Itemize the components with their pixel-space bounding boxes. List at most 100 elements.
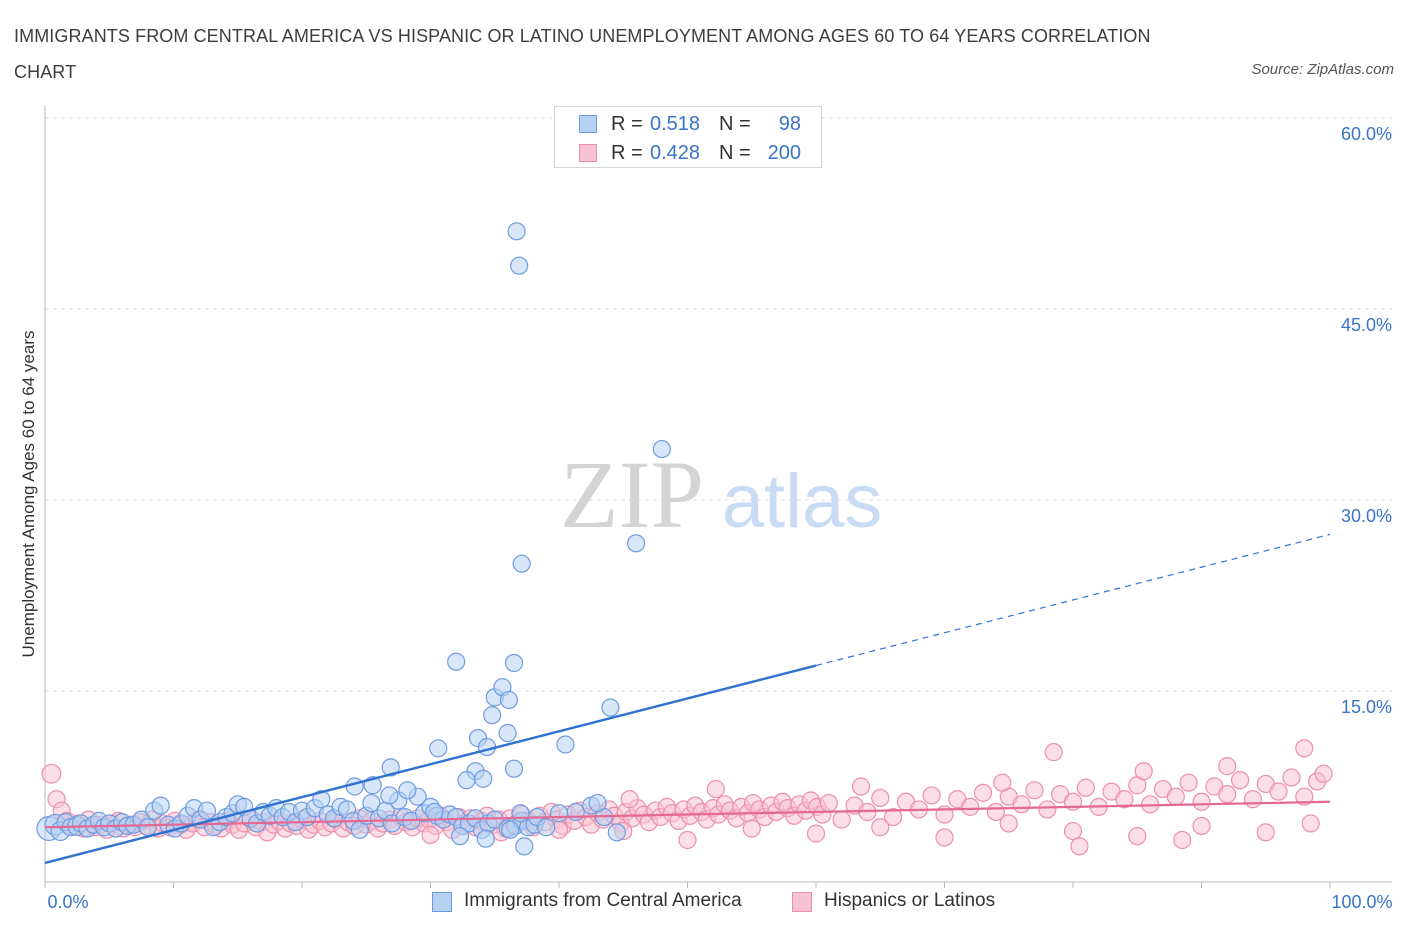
central-america-point <box>626 534 646 553</box>
hispanics-point <box>1301 814 1320 833</box>
hispanics-point <box>973 783 993 802</box>
hispanics-point <box>1269 782 1288 801</box>
hispanics-point <box>1038 800 1057 819</box>
central-america-point <box>450 827 470 846</box>
hispanics-point <box>1025 781 1044 800</box>
central-america-point <box>380 786 399 805</box>
hispanics-point <box>1192 792 1211 811</box>
central-america-point <box>498 723 517 743</box>
hispanics-point <box>1282 768 1301 787</box>
series-central-america-points <box>36 222 671 856</box>
central-america-point <box>504 759 524 778</box>
y-tick-label: 30.0% <box>1341 506 1392 526</box>
hispanics-point <box>1295 739 1314 758</box>
x-tick-label-min: 0.0% <box>47 892 88 912</box>
hispanics-point <box>1076 778 1095 797</box>
central-america-point <box>429 739 448 758</box>
central-america-point <box>607 823 626 842</box>
legend-swatch-pink <box>792 892 812 912</box>
hispanics-point <box>1243 790 1263 809</box>
hispanics-point <box>806 824 826 843</box>
hispanics-point <box>1295 787 1314 806</box>
chart-title: IMMIGRANTS FROM CENTRAL AMERICA VS HISPA… <box>14 26 1151 82</box>
hispanics-point <box>1012 795 1031 814</box>
hispanics-point <box>922 786 941 805</box>
central-america-point <box>510 256 529 275</box>
central-america-point <box>151 796 170 815</box>
central-america-point <box>652 439 671 459</box>
y-tick-label: 60.0% <box>1341 124 1392 144</box>
hispanics-point <box>1063 821 1083 841</box>
y-tick-label: 15.0% <box>1341 697 1392 717</box>
central-america-point <box>588 793 607 813</box>
hispanics-point <box>1044 743 1063 762</box>
central-america-point <box>601 698 620 717</box>
hispanics-point <box>819 793 838 813</box>
hispanics-point <box>620 790 639 809</box>
central-america-point <box>512 554 531 573</box>
source-label: Source: ZipAtlas.com <box>1251 61 1394 78</box>
y-tick-labels: 15.0% 30.0% 45.0% 60.0% <box>1341 124 1392 717</box>
hispanics-point <box>1192 816 1211 836</box>
trend-line-hispanics <box>44 800 1331 829</box>
axes <box>44 105 1392 888</box>
y-axis-title: Unemployment Among Ages 60 to 64 years <box>19 331 38 658</box>
hispanics-point <box>706 779 725 799</box>
hispanics-point <box>1314 764 1333 783</box>
watermark-zip: ZIP <box>560 441 704 548</box>
central-america-point <box>457 771 476 790</box>
central-america-point <box>398 781 417 800</box>
hispanics-point <box>851 777 871 796</box>
hispanics-point <box>1070 837 1089 856</box>
hispanics-point <box>871 818 890 837</box>
central-america-point <box>485 810 504 829</box>
legend-swatch-blue <box>579 115 597 133</box>
hispanics-point <box>832 810 851 829</box>
hispanics-point <box>1115 790 1134 809</box>
central-america-point <box>537 818 556 837</box>
central-america-point <box>504 653 524 673</box>
watermark-atlas: atlas <box>722 459 883 544</box>
grid-lines <box>45 117 1392 692</box>
trend-line-central-america-extension <box>815 533 1331 667</box>
hispanics-point <box>871 788 890 808</box>
central-america-point <box>515 837 534 856</box>
central-america-point <box>138 818 157 837</box>
watermark: ZIP atlas <box>560 441 882 548</box>
hispanics-point <box>961 797 980 816</box>
hispanics-point <box>1218 785 1237 804</box>
hispanics-point <box>678 830 697 850</box>
central-america-point <box>549 804 569 823</box>
central-america-point <box>499 690 518 710</box>
x-tick-label-max: 100.0% <box>1331 892 1392 912</box>
central-america-point <box>483 706 502 725</box>
hispanics-point <box>1134 762 1153 781</box>
hispanics-point <box>993 773 1012 792</box>
central-america-point <box>556 735 575 754</box>
correlation-legend: R = 0.518 N = 98 R = 0.428 N = 200 <box>554 106 822 168</box>
legend-swatch-blue <box>432 892 452 912</box>
hispanics-point <box>1218 757 1237 776</box>
central-america-point <box>447 652 466 671</box>
hispanics-point <box>1179 773 1198 792</box>
hispanics-point <box>742 819 761 838</box>
central-america-point <box>474 769 493 788</box>
central-america-point <box>501 820 520 839</box>
hispanics-point <box>41 763 62 784</box>
central-america-point <box>511 804 530 823</box>
hispanics-point <box>1230 771 1250 790</box>
hispanics-point <box>1256 823 1275 842</box>
trend-line-central-america <box>44 664 817 865</box>
central-america-point <box>476 829 495 848</box>
hispanics-point <box>1166 787 1185 806</box>
central-america-point <box>197 801 217 820</box>
hispanics-point <box>421 825 440 844</box>
central-america-point <box>381 758 400 777</box>
central-america-point <box>425 802 444 822</box>
trend-lines <box>44 533 1331 865</box>
hispanics-point <box>1128 827 1147 846</box>
hispanics-point <box>1173 830 1192 850</box>
central-america-point <box>507 222 526 241</box>
y-tick-label: 45.0% <box>1341 315 1392 335</box>
legend-row-central-america: R = 0.518 N = 98 <box>555 110 821 140</box>
